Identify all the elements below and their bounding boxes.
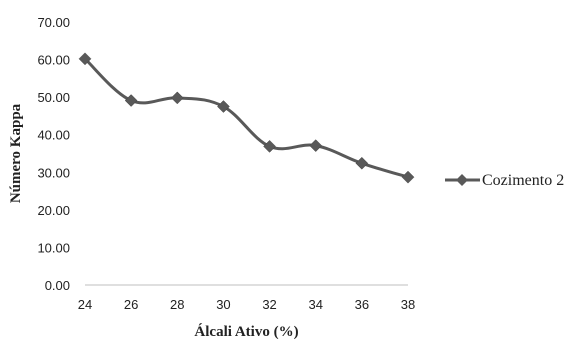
data-point — [217, 100, 230, 113]
y-tick-label: 0.00 — [45, 278, 70, 293]
x-tick-label: 24 — [78, 297, 92, 312]
series-line — [83, 57, 409, 179]
x-axis-title: Álcali Ativo (%) — [194, 323, 298, 340]
data-point — [401, 170, 415, 184]
x-axis-ticks: 24 26 28 30 32 34 36 38 — [78, 297, 415, 312]
x-tick-label: 34 — [308, 297, 322, 312]
data-point — [170, 91, 184, 105]
data-point — [309, 139, 323, 152]
x-tick-label: 38 — [401, 297, 415, 312]
y-tick-label: 40.00 — [37, 128, 70, 143]
x-tick-label: 32 — [262, 297, 276, 312]
y-axis-title: Número Kappa — [8, 103, 24, 203]
y-tick-label: 30.00 — [37, 165, 70, 180]
y-tick-label: 50.00 — [37, 90, 70, 105]
series-layer — [78, 52, 415, 184]
data-point — [355, 156, 369, 170]
y-tick-label: 10.00 — [37, 240, 70, 255]
x-tick-label: 36 — [355, 297, 369, 312]
y-tick-label: 70.00 — [37, 15, 70, 30]
y-tick-label: 60.00 — [37, 53, 70, 68]
legend-label: Cozimento 2 — [482, 172, 564, 189]
legend-marker — [456, 174, 468, 186]
x-tick-label: 28 — [170, 297, 184, 312]
data-point — [78, 52, 92, 66]
x-tick-label: 26 — [124, 297, 138, 312]
y-tick-label: 20.00 — [37, 203, 70, 218]
data-point — [263, 140, 276, 153]
y-axis-ticks: 0.00 10.00 20.00 30.00 40.00 50.00 60.00 70.00 — [37, 15, 70, 293]
x-tick-label: 30 — [216, 297, 230, 312]
data-point — [124, 94, 138, 107]
legend: Cozimento 2 — [445, 172, 564, 189]
